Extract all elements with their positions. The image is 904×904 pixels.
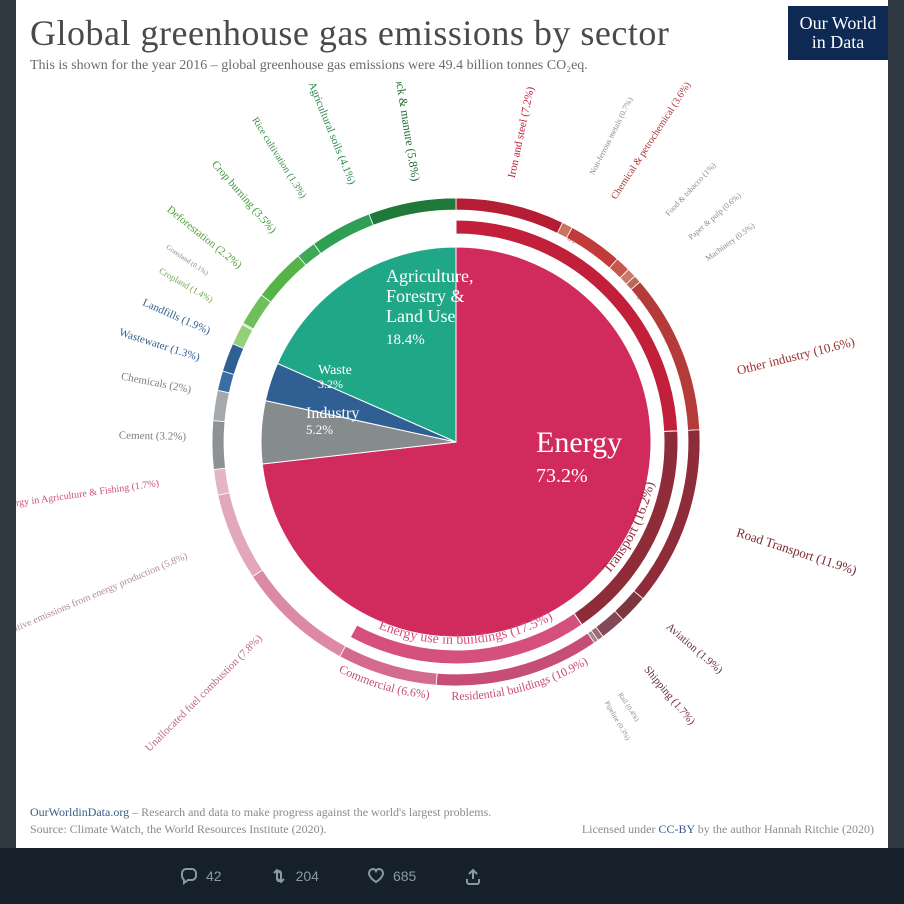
footer: OurWorldinData.org – Research and data t… — [30, 804, 874, 838]
svg-text:Deforestation (2.2%): Deforestation (2.2%) — [164, 204, 244, 272]
outer-seg — [314, 214, 373, 253]
badge-l2: in Data — [812, 32, 864, 52]
reply-icon — [180, 867, 198, 885]
svg-text:Food & tobacco (1%): Food & tobacco (1%) — [664, 161, 718, 218]
rt-count: 204 — [296, 868, 319, 884]
outer-seg — [261, 256, 306, 302]
svg-text:Cement (3.2%): Cement (3.2%) — [119, 430, 187, 443]
svg-text:Landfills (1.9%): Landfills (1.9%) — [141, 297, 213, 338]
slice-pct: 3.2% — [318, 377, 343, 391]
outer-seg — [243, 295, 271, 329]
footer-source: Source: Climate Watch, the World Resourc… — [30, 821, 327, 838]
svg-text:Agricultural soils (4.1%): Agricultural soils (4.1%) — [306, 82, 358, 187]
svg-text:Wastewater (1.3%): Wastewater (1.3%) — [118, 326, 202, 363]
outer-seg — [214, 468, 230, 495]
outer-seg — [212, 421, 225, 470]
svg-text:Machinery (0.5%): Machinery (0.5%) — [704, 221, 757, 263]
svg-text:Unallocated fuel combustion (7: Unallocated fuel combustion (7.8%) — [143, 632, 265, 754]
svg-text:Rice cultivation (1.3%): Rice cultivation (1.3%) — [249, 115, 308, 200]
outer-seg — [223, 344, 244, 375]
page-title: Global greenhouse gas emissions by secto… — [30, 12, 778, 54]
outer-seg — [218, 371, 234, 393]
badge-l1: Our World — [800, 13, 877, 33]
share-button[interactable] — [464, 867, 482, 885]
svg-text:Non-ferrous metals (0.7%): Non-ferrous metals (0.7%) — [588, 95, 635, 176]
svg-text:Shipping (1.7%): Shipping (1.7%) — [641, 664, 697, 728]
svg-text:Livestock & manure (5.8%): Livestock & manure (5.8%) — [388, 82, 423, 182]
outer-seg — [213, 390, 229, 421]
lic: CC-BY — [658, 822, 694, 836]
slice-label: Waste — [318, 363, 352, 378]
owid-badge: Our World in Data — [788, 6, 888, 60]
slice-pct: 5.2% — [306, 422, 333, 437]
slice-pct: 18.4% — [386, 332, 425, 348]
reply-count: 42 — [206, 868, 222, 884]
lic-tail: by the author Hannah Ritchie (2020) — [695, 822, 874, 836]
tweet-action-bar: 42 204 685 — [0, 848, 904, 904]
svg-text:Fugitive emissions from energy: Fugitive emissions from energy productio… — [16, 551, 189, 640]
footer-site: OurWorldinData.org — [30, 805, 129, 819]
retweet-icon — [270, 867, 288, 885]
footer-tag: – Research and data to make progress aga… — [129, 805, 491, 819]
svg-text:Road Transport (11.9%): Road Transport (11.9%) — [735, 525, 859, 578]
svg-text:Energy in Agriculture & Fishin: Energy in Agriculture & Fishing (1.7%) — [16, 478, 160, 511]
lic-lead: Licensed under — [582, 822, 659, 836]
svg-text:Aviation (1.9%): Aviation (1.9%) — [664, 621, 725, 677]
slice-label: Energy — [536, 426, 622, 459]
slice-pct: 73.2% — [536, 465, 588, 487]
outer-seg — [218, 493, 263, 577]
outer-seg — [369, 198, 456, 225]
svg-text:Iron and steel (7.2%): Iron and steel (7.2%) — [506, 85, 537, 179]
svg-text:Chemical & petrochemical (3.6%: Chemical & petrochemical (3.6%) — [609, 82, 693, 202]
like-button[interactable]: 685 — [367, 867, 416, 885]
slice-label: Industry — [306, 405, 359, 422]
reply-button[interactable]: 42 — [180, 867, 222, 885]
heart-icon — [367, 867, 385, 885]
like-count: 685 — [393, 868, 416, 884]
svg-text:Chemicals (2%): Chemicals (2%) — [120, 371, 192, 396]
retweet-button[interactable]: 204 — [270, 867, 319, 885]
svg-text:Crop burning (3.5%): Crop burning (3.5%) — [209, 159, 279, 237]
svg-text:Other industry (10.6%): Other industry (10.6%) — [735, 334, 856, 378]
share-icon — [464, 867, 482, 885]
infographic-card: Our World in Data Global greenhouse gas … — [16, 0, 888, 848]
slice-label: Forestry & — [386, 286, 465, 306]
slice-label: Agriculture, — [386, 266, 473, 286]
slice-label: Land Use — [386, 306, 455, 326]
sunburst-chart: Energy 73.2% Industry5.2% Waste3.2% Agricult… — [16, 82, 888, 802]
page-subtitle: This is shown for the year 2016 – global… — [30, 58, 778, 74]
